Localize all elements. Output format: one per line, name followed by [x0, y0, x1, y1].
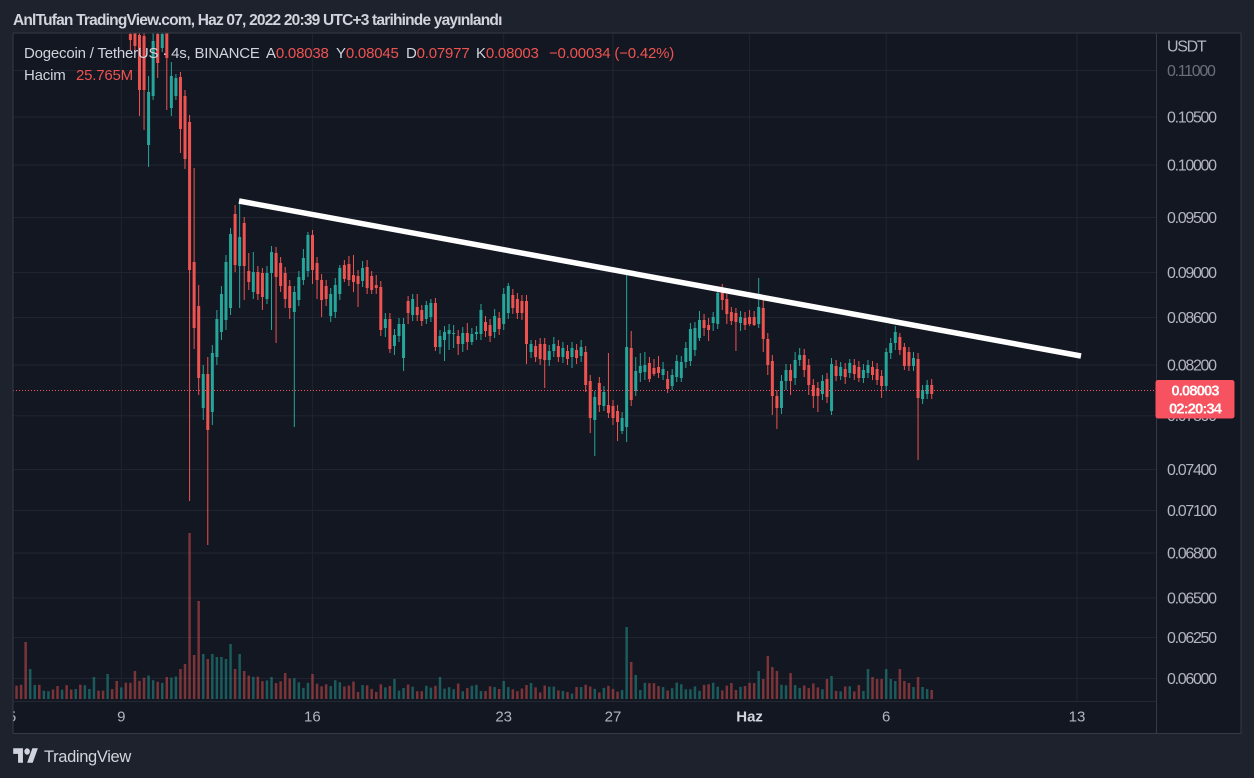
svg-text:0.10000: 0.10000 — [1167, 158, 1217, 175]
svg-text:27: 27 — [605, 709, 622, 726]
svg-text:Dogecoin / TetherUS · 4s, BINA: Dogecoin / TetherUS · 4s, BINANCE — [24, 45, 260, 62]
svg-text:Y0.08045: Y0.08045 — [336, 45, 399, 62]
svg-text:Haz: Haz — [736, 709, 763, 726]
svg-text:TradingView: TradingView — [44, 748, 131, 766]
svg-text:02:20:34: 02:20:34 — [1169, 401, 1223, 418]
svg-text:0.11000: 0.11000 — [1167, 63, 1216, 80]
svg-text:0.06000: 0.06000 — [1167, 671, 1217, 688]
svg-text:−0.00034 (−0.42%): −0.00034 (−0.42%) — [549, 45, 674, 62]
svg-text:0.06250: 0.06250 — [1167, 630, 1217, 647]
svg-text:Hacim: Hacim — [24, 67, 66, 84]
svg-text:0.08600: 0.08600 — [1167, 310, 1217, 327]
svg-text:A0.08038: A0.08038 — [266, 45, 329, 62]
svg-text:0.09000: 0.09000 — [1167, 265, 1217, 282]
svg-text:0.06500: 0.06500 — [1167, 591, 1217, 608]
svg-text:9: 9 — [117, 709, 125, 726]
svg-text:USDT: USDT — [1167, 39, 1207, 56]
svg-text:D0.07977: D0.07977 — [406, 45, 469, 62]
svg-text:AnlTufan TradingView.com, Haz: AnlTufan TradingView.com, Haz 07, 2022 2… — [13, 12, 502, 29]
svg-text:0.06800: 0.06800 — [1167, 546, 1217, 563]
svg-text:5: 5 — [8, 709, 16, 726]
svg-text:K0.08003: K0.08003 — [476, 45, 539, 62]
svg-text:0.08200: 0.08200 — [1167, 358, 1217, 375]
svg-text:0.07100: 0.07100 — [1167, 503, 1217, 520]
svg-text:0.09500: 0.09500 — [1167, 210, 1217, 227]
svg-text:23: 23 — [495, 709, 512, 726]
svg-text:6: 6 — [882, 709, 890, 726]
svg-text:13: 13 — [1069, 709, 1086, 726]
svg-text:0.10500: 0.10500 — [1167, 110, 1217, 127]
svg-text:0.08003: 0.08003 — [1171, 383, 1219, 400]
svg-text:16: 16 — [304, 709, 321, 726]
svg-text:25.765M: 25.765M — [76, 67, 133, 84]
svg-text:0.07400: 0.07400 — [1167, 462, 1217, 479]
